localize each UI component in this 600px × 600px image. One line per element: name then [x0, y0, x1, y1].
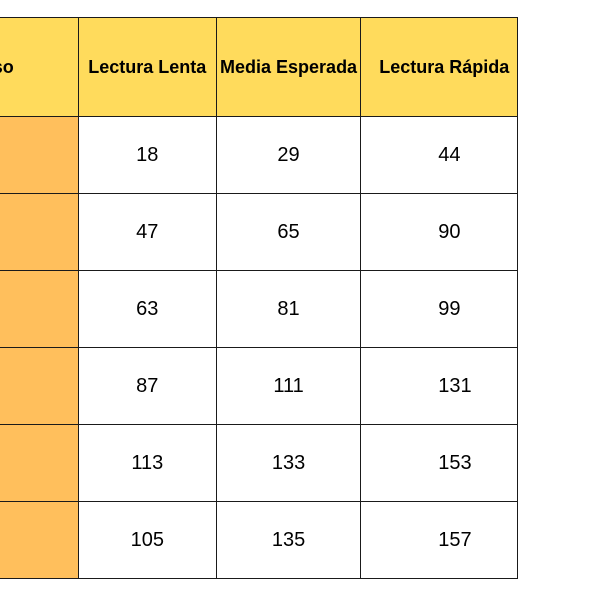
rapida-cell: 131: [360, 347, 518, 425]
course-cell: 2º: [0, 193, 79, 271]
header-row: Curso Lectura Lenta Media Esperada Lectu…: [0, 17, 518, 117]
course-cell: 3º: [0, 270, 79, 348]
media-cell: 81: [215, 270, 362, 348]
table-row: 2º 47 65 90: [0, 193, 518, 271]
media-cell: 135: [215, 501, 362, 579]
course-cell: 1º: [0, 116, 79, 194]
media-cell: 29: [215, 116, 362, 194]
rapida-cell: 157: [360, 501, 518, 579]
table-row: 4º 87 111 131: [0, 347, 518, 425]
lenta-cell: 105: [77, 501, 217, 579]
header-lectura-lenta: Lectura Lenta: [77, 17, 217, 117]
rapida-cell: 44: [360, 116, 518, 194]
lenta-cell: 113: [77, 424, 217, 502]
media-cell: 133: [215, 424, 362, 502]
header-lectura-rapida: Lectura Rápida: [360, 17, 518, 117]
table-row: 1º 18 29 44: [0, 116, 518, 194]
header-media-esperada: Media Esperada: [215, 17, 362, 117]
rapida-cell: 99: [360, 270, 518, 348]
reading-speed-table: Curso Lectura Lenta Media Esperada Lectu…: [0, 17, 518, 579]
course-cell: 4º: [0, 347, 79, 425]
table-row: 6º 105 135 157: [0, 501, 518, 579]
course-cell: 6º: [0, 501, 79, 579]
lenta-cell: 47: [77, 193, 217, 271]
lenta-cell: 18: [77, 116, 217, 194]
lenta-cell: 87: [77, 347, 217, 425]
rapida-cell: 153: [360, 424, 518, 502]
table-row: 5º 113 133 153: [0, 424, 518, 502]
header-curso: Curso: [0, 17, 79, 117]
table-row: 3º 63 81 99: [0, 270, 518, 348]
course-cell: 5º: [0, 424, 79, 502]
rapida-cell: 90: [360, 193, 518, 271]
media-cell: 111: [215, 347, 362, 425]
lenta-cell: 63: [77, 270, 217, 348]
media-cell: 65: [215, 193, 362, 271]
